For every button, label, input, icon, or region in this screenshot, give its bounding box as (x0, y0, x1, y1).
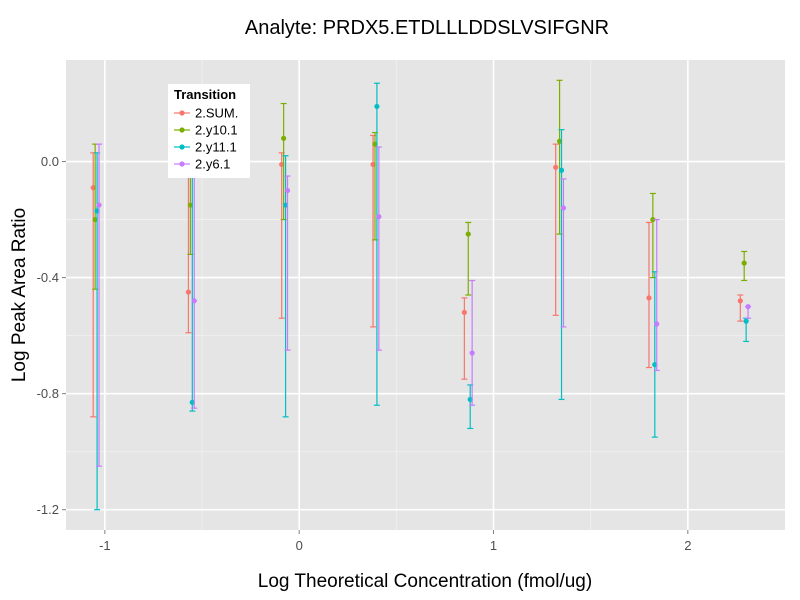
y-axis-ticks: -1.2 -0.8 -0.4 0.0 (37, 154, 66, 517)
y-axis-title: Log Peak Area Ratio (9, 208, 30, 382)
data-point (560, 205, 567, 211)
data-point (467, 396, 473, 403)
data-point (741, 260, 747, 266)
series-3 (96, 143, 752, 467)
data-point (376, 214, 382, 220)
x-tick-label: 0 (296, 538, 303, 553)
x-tick-label: -1 (99, 538, 111, 553)
grid-major (66, 60, 785, 530)
data-point (558, 167, 565, 173)
chart-title: Analyte: PRDX5.ETDLLLDDSLVSIFGNR (245, 17, 609, 39)
legend-label: 2.SUM. (195, 106, 238, 121)
data-point (556, 138, 563, 144)
data-point (743, 318, 749, 324)
data-point (96, 202, 102, 208)
data-point (646, 295, 652, 301)
x-axis-ticks: -1 0 1 2 (99, 530, 691, 553)
data-point (281, 135, 287, 141)
data-point (737, 298, 743, 304)
data-point (92, 216, 98, 223)
data-point (654, 321, 660, 327)
y-tick-label: -0.8 (37, 386, 59, 401)
data-point (370, 161, 376, 168)
data-point (282, 202, 289, 208)
legend-key-point (179, 161, 185, 167)
data-point (372, 141, 378, 147)
series-0 (90, 134, 744, 418)
data-point (745, 304, 751, 310)
data-point (461, 309, 467, 316)
legend-label: 2.y10.1 (195, 123, 238, 138)
y-tick-label: -0.4 (37, 270, 59, 285)
data-point (465, 231, 471, 237)
series-layer (90, 79, 752, 511)
data-point (279, 161, 285, 168)
data-point (185, 289, 192, 295)
data-point (187, 202, 193, 208)
data-point (374, 103, 380, 110)
data-point (650, 216, 656, 223)
data-point (553, 164, 559, 170)
legend-items: 2.SUM. 2.y10.1 2.y11.1 2.y6.1 (174, 106, 238, 172)
y-tick-label: -1.2 (37, 502, 59, 517)
legend-label: 2.y6.1 (195, 157, 230, 172)
data-point (284, 187, 291, 194)
data-point (191, 298, 197, 304)
x-tick-label: 1 (490, 538, 497, 553)
data-point (652, 362, 658, 368)
legend-key-point (179, 144, 185, 150)
data-point (189, 399, 195, 405)
data-point (90, 185, 96, 191)
legend-title: Transition (174, 87, 236, 102)
x-axis-title: Log Theoretical Concentration (fmol/ug) (258, 571, 592, 592)
data-point (469, 350, 475, 356)
legend-key-point (179, 127, 185, 133)
legend: Transition 2.SUM. 2.y10.1 2.y11.1 2.y6.1 (168, 84, 250, 178)
data-point (94, 208, 100, 214)
x-tick-label: 2 (684, 538, 691, 553)
y-tick-label: 0.0 (41, 154, 59, 169)
legend-label: 2.y11.1 (195, 140, 237, 155)
legend-key-point (179, 110, 185, 116)
series-2 (94, 82, 750, 511)
